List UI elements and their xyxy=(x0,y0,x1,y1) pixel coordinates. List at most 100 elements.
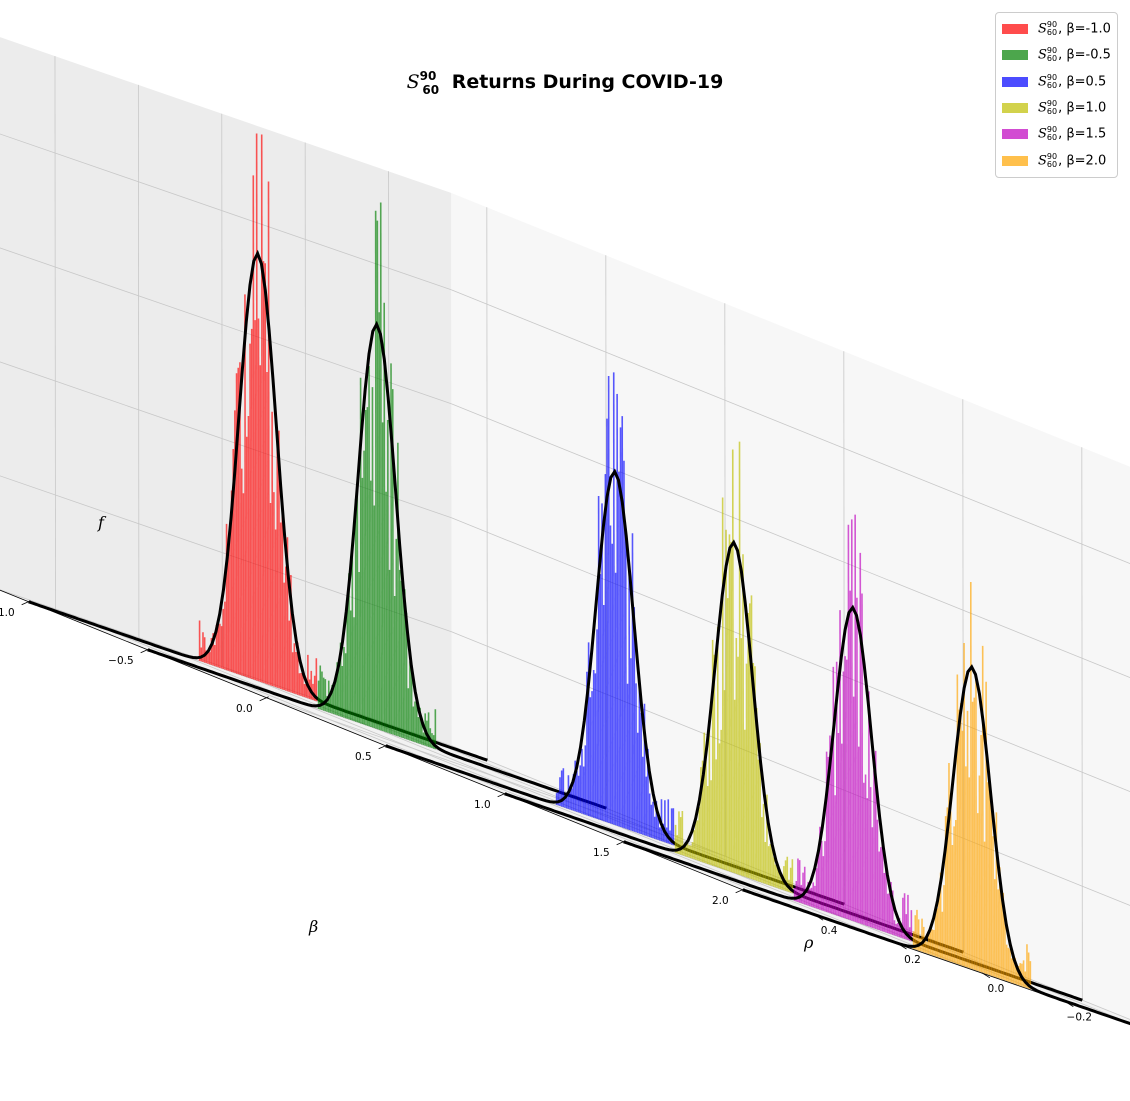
legend-supsub: 90 60 xyxy=(1047,126,1057,142)
legend-sub: 60 xyxy=(1046,159,1058,169)
legend-item: S 90 60, β=-1.0 xyxy=(1002,19,1111,39)
legend-supsub: 90 60 xyxy=(1047,47,1057,63)
x-tick-label: 0.4 xyxy=(821,925,838,937)
legend-sub: 60 xyxy=(1046,54,1058,64)
legend-symbol: S xyxy=(1038,100,1047,116)
legend-supsub: 90 60 xyxy=(1047,21,1057,37)
fit-curve xyxy=(147,320,607,810)
legend-label: S 90 60, β=-0.5 xyxy=(1038,47,1111,63)
y-tick-mark xyxy=(497,792,507,798)
z-axis-label: f xyxy=(97,513,107,532)
legend-swatch xyxy=(1002,155,1028,166)
histogram-bar xyxy=(260,134,264,683)
legend: S 90 60, β=-1.0 S 90 60, β=-0.5 S 90 60, β=0.5 S 9… xyxy=(995,12,1118,178)
legend-symbol: S xyxy=(1038,153,1047,168)
y-tick-label: 0.5 xyxy=(355,751,372,763)
y-tick-mark xyxy=(21,600,31,606)
legend-label: S 90 60, β=0.5 xyxy=(1038,72,1107,90)
title-text: Returns During COVID-19 xyxy=(452,71,724,93)
legend-sup: 90 xyxy=(1046,151,1058,161)
x-tick-label: 0.2 xyxy=(904,954,921,966)
y-tick-label: −0.5 xyxy=(108,655,134,667)
legend-symbol: S xyxy=(1038,74,1047,90)
legend-label: S 90 60, β=-1.0 xyxy=(1038,21,1111,37)
data-series xyxy=(28,133,1130,1026)
legend-swatch xyxy=(1002,24,1028,34)
legend-item: S 90 60, β=0.5 xyxy=(1002,72,1106,92)
legend-symbol: S xyxy=(1038,21,1047,37)
x-tick-label: 0.0 xyxy=(988,983,1005,995)
tick-labels: 0.000.020.040.060.08−1.0−0.50.00.51.01.5… xyxy=(0,600,1092,1024)
grid-line xyxy=(0,247,452,405)
x-tick-mark xyxy=(814,914,824,921)
series-5 xyxy=(742,582,1130,1026)
legend-item: S 90 60, β=-0.5 xyxy=(1002,45,1111,65)
legend-sup: 90 xyxy=(1046,72,1058,82)
series-1 xyxy=(147,202,607,810)
legend-label-text: , β=-0.5 xyxy=(1058,47,1111,63)
grid-line xyxy=(451,403,1130,678)
x-tick-mark xyxy=(898,943,907,950)
grid-line xyxy=(0,133,452,291)
y-tick-label: 0.0 xyxy=(236,703,253,715)
legend-item: S 90 60, β=1.0 xyxy=(1002,98,1106,118)
grid-line xyxy=(1081,447,1083,1001)
legend-swatch xyxy=(1002,76,1028,87)
legend-label-text: , β=1.0 xyxy=(1058,100,1107,116)
x-tick-mark xyxy=(981,972,991,979)
y-tick-mark xyxy=(259,696,269,702)
legend-supsub: 90 60 xyxy=(1046,99,1058,116)
y-tick-mark xyxy=(735,888,745,894)
legend-sub: 60 xyxy=(1046,106,1058,116)
title-superscript: 90 xyxy=(420,69,437,83)
grid-line xyxy=(486,207,488,761)
title-symbol: S xyxy=(407,71,420,93)
legend-sup: 90 xyxy=(1046,125,1058,135)
legend-swatch xyxy=(1002,129,1028,140)
legend-label-text: , β=-1.0 xyxy=(1058,21,1111,37)
histogram-bar xyxy=(255,133,258,681)
y-axis-label: β xyxy=(308,917,318,936)
legend-swatch xyxy=(1002,50,1028,61)
x-axis-label: ρ xyxy=(803,933,814,952)
legend-symbol: S xyxy=(1038,126,1047,142)
y-tick-mark xyxy=(616,840,626,846)
y-tick-label: 1.0 xyxy=(474,799,491,811)
legend-item: S 90 60, β=2.0 xyxy=(1002,151,1106,171)
fit-curve xyxy=(742,664,1130,1026)
legend-sup: 90 xyxy=(1046,46,1058,56)
legend-sub: 60 xyxy=(1046,28,1058,37)
right-wall-pane xyxy=(451,192,1130,1020)
y-tick-label: 2.0 xyxy=(712,895,729,907)
y-tick-mark xyxy=(378,744,388,750)
legend-sub: 60 xyxy=(1046,133,1058,143)
legend-label: S 90 60, β=1.0 xyxy=(1038,99,1107,116)
grid-line xyxy=(54,56,56,610)
grid-line xyxy=(451,289,1130,565)
legend-label-text: , β=2.0 xyxy=(1058,153,1107,168)
grid-line xyxy=(137,84,140,638)
legend-sub: 60 xyxy=(1046,80,1058,90)
grid-line xyxy=(304,142,307,696)
legend-label-text: , β=0.5 xyxy=(1058,74,1107,90)
grid-line xyxy=(221,113,223,667)
legend-sup: 90 xyxy=(1046,20,1058,29)
grid-line xyxy=(451,517,1130,792)
legend-item: S 90 60, β=1.5 xyxy=(1002,124,1106,144)
legend-supsub: 90 60 xyxy=(1046,151,1058,169)
chart-title: S90 60 Returns During COVID-19 xyxy=(407,69,724,97)
series-0 xyxy=(28,133,488,762)
legend-label: S 90 60, β=2.0 xyxy=(1038,151,1107,169)
title-subscript: 60 xyxy=(422,83,439,97)
x-tick-mark xyxy=(1065,1001,1074,1007)
legend-swatch xyxy=(1002,102,1028,113)
legend-supsub: 90 60 xyxy=(1046,72,1058,90)
histogram-bar xyxy=(379,202,383,731)
legend-label-text: , β=1.5 xyxy=(1058,126,1107,142)
grid-line xyxy=(0,361,452,519)
left-wall-pane xyxy=(0,37,452,746)
legend-symbol: S xyxy=(1038,47,1047,63)
y-tick-mark xyxy=(140,648,150,654)
y-tick-label: 1.5 xyxy=(593,847,610,859)
